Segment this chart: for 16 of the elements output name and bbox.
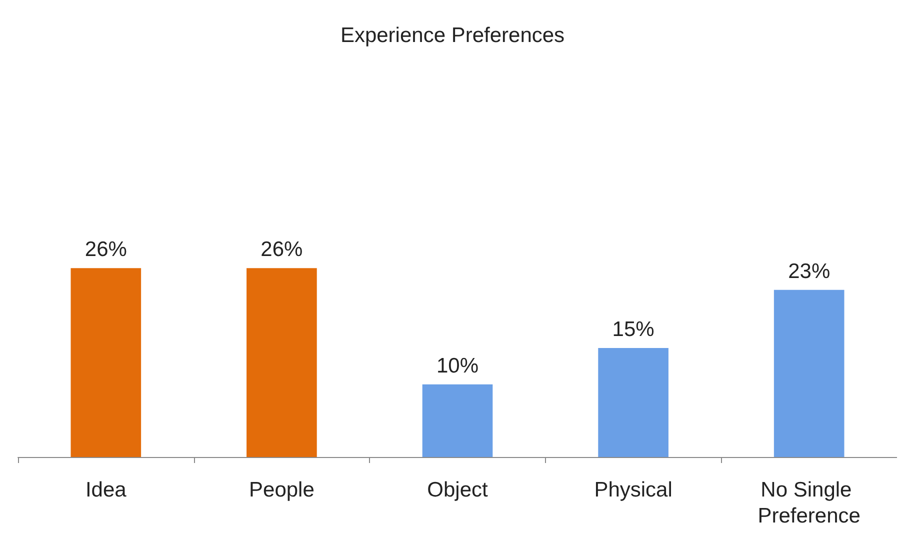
x-tick-label: Idea [85, 478, 127, 502]
bar [774, 290, 844, 457]
bar [70, 268, 142, 457]
x-tick-label: Physical [594, 478, 672, 502]
x-tick-label: No Single Preference [758, 478, 860, 528]
bar [422, 384, 493, 457]
x-tick-label: Object [427, 478, 488, 502]
data-label: 26% [260, 238, 303, 262]
data-label: 23% [788, 260, 830, 283]
data-label: 26% [84, 238, 127, 262]
data-label: 15% [612, 318, 654, 341]
x-tick-label: People [249, 478, 314, 502]
bar [246, 268, 317, 457]
chart-title: Experience Preferences [340, 24, 565, 47]
bar [598, 348, 668, 457]
data-label: 10% [436, 354, 479, 378]
